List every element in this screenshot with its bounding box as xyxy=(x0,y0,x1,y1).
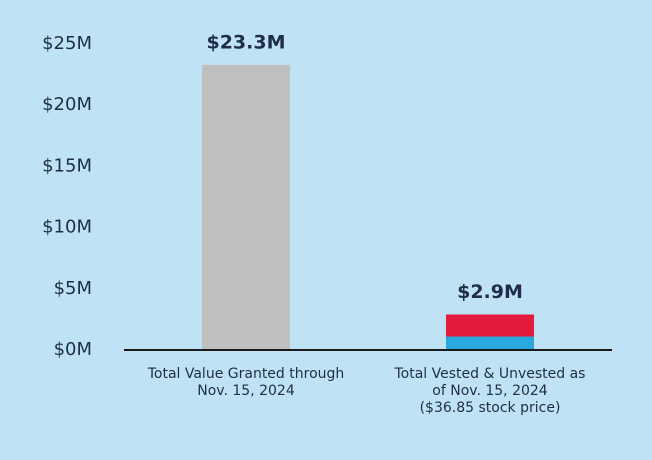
y-tick-label: $15M xyxy=(42,155,92,176)
bar-segment xyxy=(446,336,534,350)
bar-segment xyxy=(446,314,534,337)
y-tick-label: $25M xyxy=(42,33,92,54)
y-tick-label: $10M xyxy=(42,217,92,238)
value-label: $2.9M xyxy=(457,281,523,303)
bar-segment xyxy=(202,64,290,351)
value-label: $23.3M xyxy=(206,31,285,53)
y-tick-label: $5M xyxy=(54,278,92,299)
x-tick-label: Total Vested & Unvested as of Nov. 15, 2… xyxy=(394,366,586,416)
x-tick-label: Total Value Granted through Nov. 15, 202… xyxy=(147,366,345,399)
y-tick-label: $20M xyxy=(42,94,92,115)
y-tick-label: $0M xyxy=(54,339,92,360)
